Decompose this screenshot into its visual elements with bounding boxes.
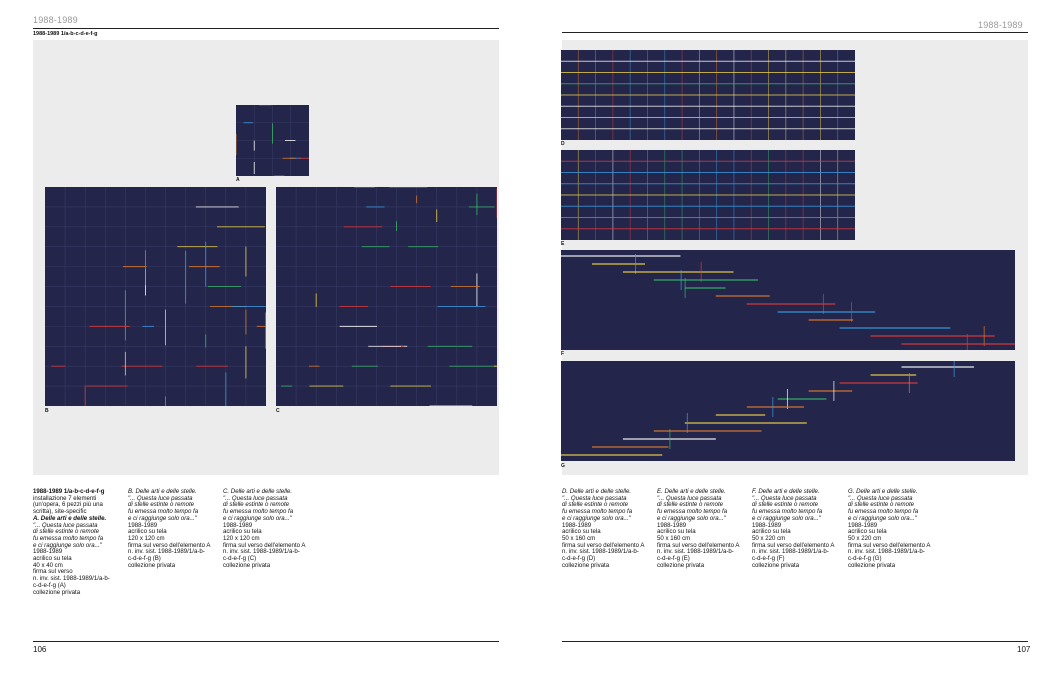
caption-f: F. Delle arti e delle stelle. "... Quest… [752,488,835,569]
artwork-label-e: E [561,241,565,247]
caption-b: B. Delle arti e delle stelle. "... Quest… [128,488,211,569]
artwork-label-a: A [236,177,240,183]
caption-d: D. Delle arti e delle stelle. "... Quest… [562,488,645,569]
artwork-label-c: C [276,408,280,414]
artwork-c [276,187,497,406]
right-running-header: 1988-1989 [978,20,1023,30]
artwork-b [45,187,266,406]
artwork-label-b: B [45,408,49,414]
left-running-header: 1988-1989 [33,15,78,25]
artwork-label-g: G [561,463,565,469]
right-footer-rule [562,641,1028,642]
artwork-label-d: D [561,141,565,147]
caption-installation-a: 1988-1989 1/a-b-c-d-e-f-g installazione … [33,488,110,596]
artwork-d [561,50,855,140]
right-page-number: 107 [1017,645,1031,654]
left-page-number: 106 [33,645,47,654]
left-header-rule [33,28,499,29]
artwork-a [236,105,309,176]
artwork-e [561,150,855,240]
artwork-f [561,250,1015,350]
caption-e: E. Delle arti e delle stelle. "... Quest… [657,488,740,569]
left-subheader: 1988-1989 1/a-b-c-d-e-f-g [33,31,98,37]
artwork-label-f: F [561,351,565,357]
caption-g: G. Delle arti e delle stelle. "... Quest… [848,488,931,569]
right-header-rule [562,32,1028,33]
caption-c: C. Delle arti e delle stelle. "... Quest… [223,488,306,569]
left-footer-rule [33,641,499,642]
artwork-g [561,361,1015,461]
